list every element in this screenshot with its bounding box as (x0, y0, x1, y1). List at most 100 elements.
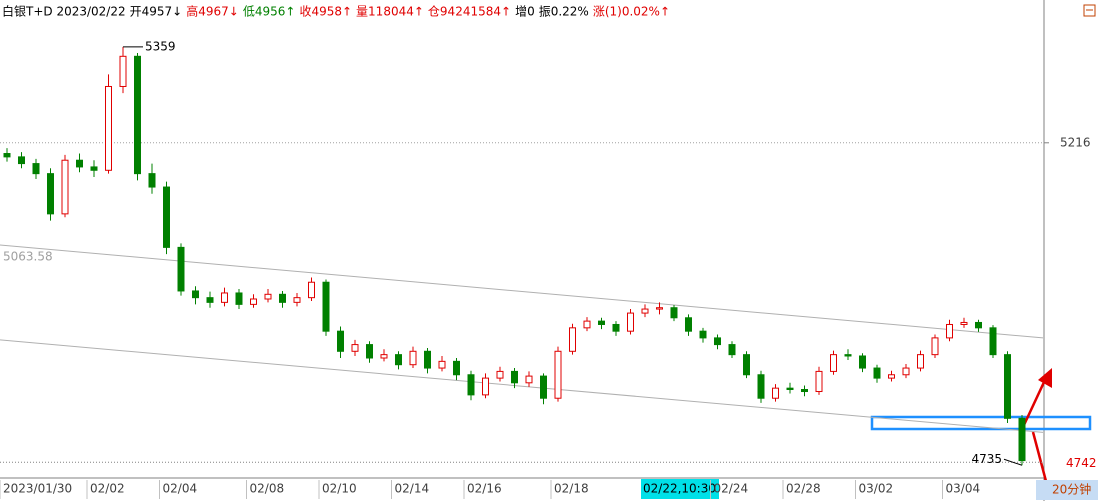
candle-body (699, 330, 707, 339)
x-tick-label: 02/18 (554, 482, 589, 496)
header-item: 低4956↑ (243, 5, 296, 19)
candle-body (612, 323, 620, 332)
arrow-head (1038, 368, 1052, 388)
candle-body (757, 374, 765, 399)
arrow (1022, 379, 1047, 426)
candle-body (453, 360, 460, 376)
candle-body (540, 375, 547, 399)
period-label: 20分钟 (1052, 482, 1091, 497)
header-item: 量118044↑ (356, 5, 424, 19)
candle-body (569, 327, 576, 352)
x-tick-label: 02/08 (250, 482, 285, 496)
candle-body (656, 307, 663, 310)
x-tick-label: 02/02 (90, 482, 125, 496)
candle-body (583, 320, 591, 329)
x-tick-label: 2023/01/30 (3, 482, 72, 496)
candle-body (670, 307, 678, 319)
candle-body (279, 293, 286, 303)
header-item: 仓94241584↑ (428, 5, 511, 19)
candle-body (815, 370, 823, 393)
candle-body (380, 354, 388, 359)
candle-body (772, 387, 779, 399)
candle-body (525, 375, 533, 384)
x-tick-label: 02/16 (467, 482, 502, 496)
candle-body (931, 337, 939, 356)
candle-body (163, 186, 170, 248)
x-tick-label: 03/04 (946, 482, 981, 496)
period-box[interactable] (1036, 480, 1098, 500)
candle-body (76, 159, 83, 168)
candle-body (888, 374, 895, 379)
candle-body (134, 55, 141, 175)
candle-body (511, 370, 518, 384)
candle-body (47, 173, 54, 215)
x-tick-label: 02/04 (163, 482, 198, 496)
candle-body (264, 293, 272, 300)
candle-body (424, 350, 431, 369)
candle-body (830, 354, 837, 372)
header-item: 增0 (515, 5, 535, 19)
candle-body (844, 354, 852, 357)
candle-body (627, 312, 634, 332)
candle-body (395, 354, 402, 366)
low-pointer (1003, 458, 1023, 466)
candle-body (714, 337, 721, 346)
settings-icon[interactable] (1083, 4, 1096, 17)
candle-body (1018, 417, 1026, 462)
candle-body (61, 159, 69, 215)
candle-body (308, 281, 315, 299)
candle-body (105, 85, 112, 171)
candle-body (467, 374, 475, 396)
header-item: 收4958↑ (299, 5, 352, 19)
candle-body (685, 317, 692, 332)
candle-body (18, 156, 25, 165)
x-tick-label: 02/24 (714, 482, 749, 496)
trendline (0, 244, 1044, 339)
candle-body (206, 297, 214, 303)
x-tick-label: 02/28 (786, 482, 821, 496)
header-item: 开4957↓ (130, 5, 183, 19)
header-item: 涨(1)0.02%↑ (593, 4, 670, 19)
arrow (1031, 431, 1049, 486)
candle-body (960, 321, 968, 325)
candle-body (250, 298, 257, 305)
candle-body (337, 330, 344, 352)
cursor-label-bg (641, 479, 719, 499)
candle-body (902, 367, 910, 376)
candle-body (1004, 354, 1011, 419)
last-price-label: 4742 (1066, 456, 1097, 470)
candle-body (482, 377, 489, 396)
y-tick-label: 5216 (1060, 135, 1091, 149)
x-tick-label: 03/02 (859, 482, 894, 496)
candle-body (409, 350, 417, 366)
candle-body (801, 389, 808, 393)
header-item: 振0.22% (539, 5, 589, 19)
candle-body (975, 321, 982, 329)
candle-body (322, 281, 330, 332)
x-tick-label: 02/10 (322, 482, 357, 496)
candle-body (859, 355, 866, 369)
candle-body (917, 354, 924, 369)
candle-body (221, 292, 228, 303)
candle-body (90, 166, 98, 171)
candle-body (598, 320, 605, 325)
candle-body (728, 344, 736, 356)
candle-body (438, 360, 446, 369)
candle-body (235, 292, 243, 305)
candle-body (496, 370, 504, 379)
header-item: 白银T+D 2023/02/22 (2, 4, 126, 19)
candle-body (786, 387, 794, 391)
candle-body (946, 323, 953, 339)
candle-body (192, 290, 199, 299)
candle-body (989, 327, 997, 356)
x-tick-label: 02/14 (395, 482, 430, 496)
candle-body (3, 153, 11, 158)
low-label: 4735 (971, 452, 1002, 466)
candle-body (351, 344, 359, 352)
highlight-box (870, 415, 1092, 431)
trendline-label: 5063.58 (3, 249, 53, 263)
candle-body (119, 55, 127, 87)
candle-body (293, 297, 301, 303)
candle-body (366, 344, 373, 359)
